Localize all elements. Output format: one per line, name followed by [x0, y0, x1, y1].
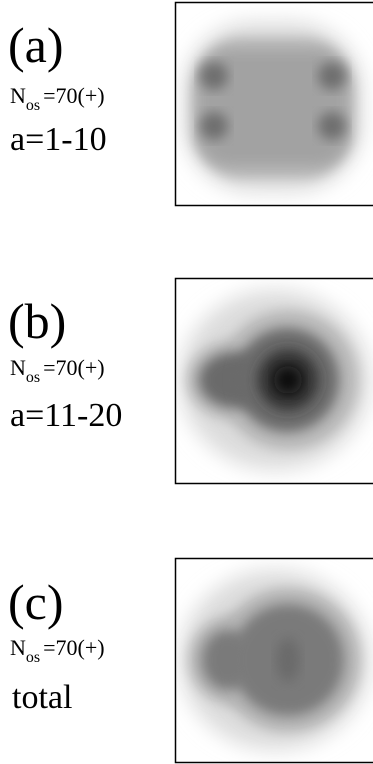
n-symbol: N [10, 83, 26, 108]
n-label: Nos =70(+) [10, 83, 105, 114]
n-subscript: os [26, 97, 40, 114]
n-label: Nos =70(+) [10, 355, 105, 386]
density-map [183, 22, 363, 192]
n-label: Nos =70(+) [10, 635, 105, 666]
panel-caption: a=11-20 [10, 397, 122, 434]
panel-c: (c) Nos =70(+) total [8, 557, 373, 764]
density-map [180, 290, 370, 470]
n-value: =70(+) [43, 635, 104, 660]
panel-b: (b) Nos =70(+) a=11-20 [8, 277, 373, 485]
n-subscript: os [26, 649, 40, 666]
n-value: =70(+) [43, 83, 104, 108]
density-map [180, 570, 370, 750]
panel-caption: a=1-10 [10, 121, 107, 158]
n-symbol: N [10, 635, 26, 660]
n-subscript: os [26, 369, 40, 386]
n-value: =70(+) [43, 355, 104, 380]
n-symbol: N [10, 355, 26, 380]
panel-label: (c) [8, 574, 64, 630]
panel-label: (b) [8, 293, 66, 349]
panel-caption: total [12, 679, 72, 716]
panel-a: (a) Nos =70(+) a=1-10 [8, 1, 373, 207]
panel-label: (a) [8, 17, 64, 73]
